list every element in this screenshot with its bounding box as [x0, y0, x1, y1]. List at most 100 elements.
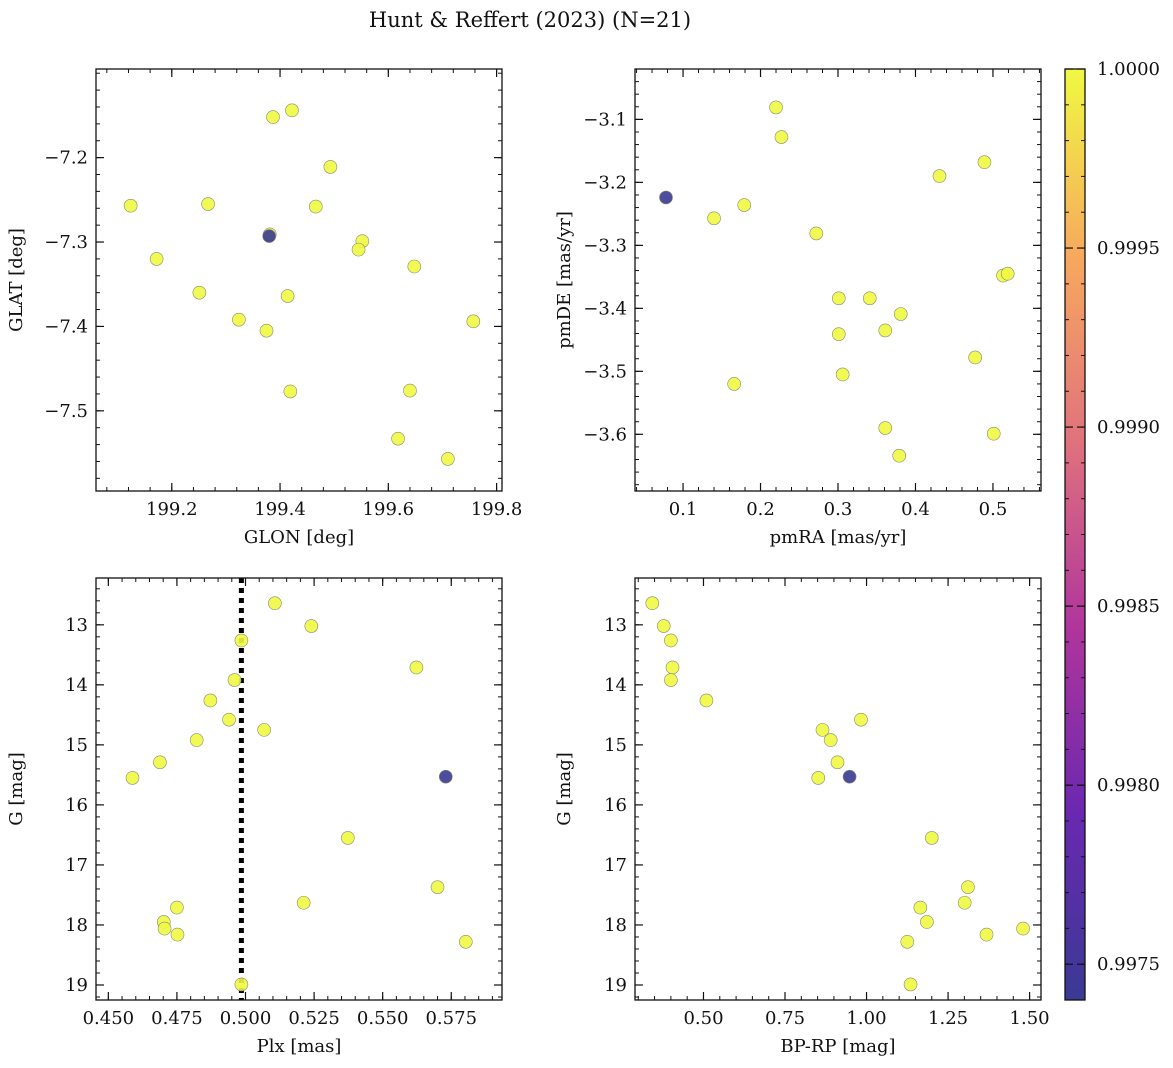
data-point — [407, 259, 422, 274]
axes-frame — [95, 577, 503, 1001]
data-point — [968, 350, 982, 365]
data-point — [441, 452, 455, 466]
data-point — [924, 831, 939, 845]
data-point — [466, 314, 481, 329]
data-point — [403, 383, 417, 398]
data-point — [259, 323, 274, 338]
y-tick-label: 15 — [65, 735, 88, 756]
y-tick-label: −3.3 — [583, 235, 627, 256]
data-point — [737, 198, 752, 212]
y-tick-label: −3.2 — [583, 172, 627, 193]
data-point — [957, 895, 972, 910]
data-point — [645, 596, 660, 611]
x-tick-label: 0.1 — [669, 499, 698, 520]
data-point — [234, 977, 249, 992]
panel-pmra-pmde: 0.1 0.2 0.3 0.4 0.5 −3.6 −3.5 −3.4 −3.3 −3.2 −3.1 p… — [554, 68, 1042, 548]
data-point — [862, 291, 877, 306]
minor-ticks — [96, 578, 502, 1000]
major-ticks — [635, 69, 1041, 491]
data-point — [391, 431, 405, 446]
y-axis-label: G [mag] — [554, 752, 575, 825]
data-point — [699, 693, 714, 708]
y-tick-label: 17 — [604, 855, 627, 876]
data-point — [727, 377, 741, 391]
x-tick-label: 1.50 — [1010, 1008, 1050, 1029]
data-point — [257, 723, 271, 737]
colorbar-tick-label: 0.9980 — [1097, 775, 1160, 796]
data-point — [854, 712, 868, 727]
major-ticks — [96, 69, 502, 491]
colorbar-tick-label: 0.9985 — [1097, 596, 1160, 617]
x-tick-label: 199.4 — [254, 499, 306, 520]
data-point — [203, 693, 218, 708]
axes-frame — [634, 577, 1042, 1001]
colorbar-tick-label: 0.9975 — [1097, 954, 1160, 975]
data-point — [769, 100, 783, 115]
y-tick-label: 19 — [604, 975, 627, 996]
data-point — [986, 426, 1001, 441]
data-point — [268, 596, 282, 611]
y-tick-label: 13 — [65, 615, 88, 636]
data-point — [304, 619, 319, 633]
data-point — [664, 673, 678, 687]
x-axis-label: Plx [mas] — [257, 1036, 342, 1057]
axes-frame — [634, 68, 1042, 492]
data-point — [232, 312, 246, 327]
data-point — [707, 211, 721, 226]
data-point — [409, 660, 424, 675]
figure-title: Hunt & Reffert (2023) (N=21) — [369, 8, 691, 32]
data-point — [201, 197, 215, 211]
data-point — [961, 880, 975, 894]
axes-frame — [95, 68, 503, 492]
x-tick-label: 0.50 — [683, 1008, 723, 1029]
panel-plx-g: 0.450 0.475 0.500 0.525 0.550 0.575 13 14 15 16 17… — [6, 577, 503, 1057]
major-ticks — [635, 578, 1041, 1000]
x-tick-label: 0.475 — [151, 1008, 203, 1029]
colorbar-tick-label: 0.9990 — [1097, 417, 1160, 438]
data-point — [123, 198, 138, 213]
x-tick-label: 0.4 — [901, 499, 930, 520]
data-point — [823, 733, 838, 747]
x-tick-label: 0.575 — [425, 1008, 477, 1029]
y-tick-label: −3.4 — [583, 298, 627, 319]
colorbar-gradient — [1065, 69, 1085, 1000]
data-point — [1016, 921, 1030, 936]
x-tick-label: 199.8 — [471, 499, 523, 520]
data-point — [893, 307, 908, 321]
data-point — [438, 769, 453, 784]
data-point — [809, 226, 824, 241]
x-tick-label: 0.500 — [220, 1008, 272, 1029]
data-point — [189, 733, 204, 747]
y-tick-label: −7.3 — [44, 232, 88, 253]
x-tick-label: 1.00 — [846, 1008, 886, 1029]
x-tick-label: 0.550 — [357, 1008, 409, 1029]
x-tick-label: 0.2 — [746, 499, 775, 520]
colorbar-tick-label: 1.0000 — [1097, 59, 1160, 80]
x-tick-label: 1.25 — [928, 1008, 968, 1029]
y-tick-label: 19 — [65, 975, 88, 996]
data-point — [222, 712, 236, 727]
data-point — [977, 155, 992, 170]
y-tick-label: 17 — [65, 855, 88, 876]
data-point — [308, 199, 323, 214]
y-axis-label: GLAT [deg] — [6, 228, 27, 332]
data-point — [170, 900, 184, 915]
data-point — [892, 448, 907, 463]
y-tick-label: −3.1 — [583, 109, 627, 130]
y-tick-label: −7.5 — [44, 401, 88, 422]
data-point — [153, 755, 167, 770]
data-point — [280, 289, 295, 303]
data-point — [170, 927, 185, 942]
data-point — [341, 831, 355, 845]
colorbar-tick-label: 0.9995 — [1097, 238, 1160, 259]
data-point — [842, 769, 857, 784]
data-point — [665, 660, 680, 675]
data-point — [430, 880, 445, 894]
x-tick-label: 0.525 — [288, 1008, 340, 1029]
x-tick-label: 199.6 — [363, 499, 415, 520]
data-point — [262, 229, 277, 243]
data-point — [296, 895, 311, 910]
y-tick-label: −3.5 — [583, 361, 627, 382]
data-point — [831, 327, 846, 341]
data-point — [878, 323, 893, 338]
